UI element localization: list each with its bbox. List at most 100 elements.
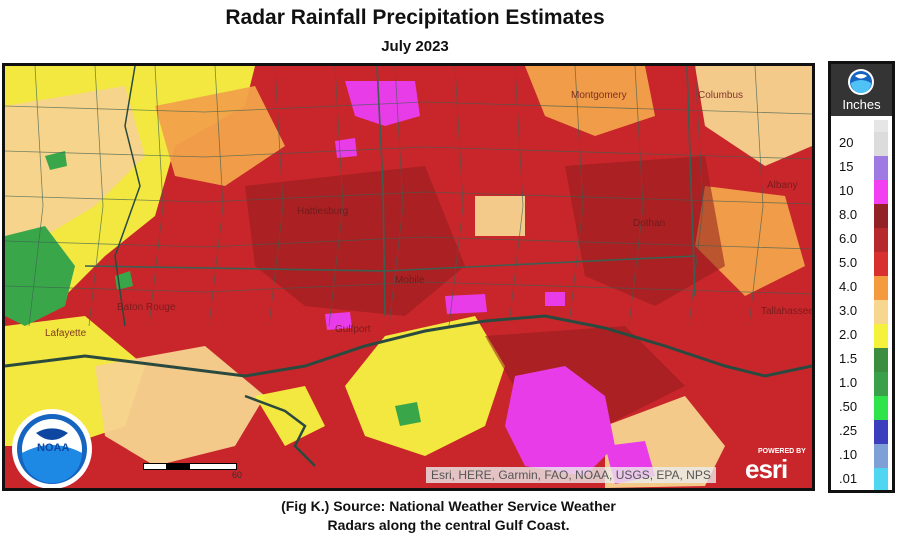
city-label: Columbus: [698, 90, 744, 101]
legend-label: 15: [839, 159, 854, 174]
city-label: Mobile: [395, 275, 425, 286]
county-border: [148, 66, 164, 327]
map-attribution: Esri, HERE, Garmin, FAO, NOAA, USGS, EPA…: [426, 467, 716, 483]
figure-caption: (Fig K.) Source: National Weather Servic…: [0, 497, 897, 535]
rain-area-magenta: [335, 138, 357, 158]
mississippi-river: [114, 66, 141, 327]
page-subtitle: July 2023: [381, 38, 449, 55]
legend-swatch: [874, 228, 888, 252]
county-border: [5, 146, 812, 160]
city-label: Gulfport: [335, 324, 371, 335]
rain-area-peach: [95, 346, 265, 466]
rainfall-map-canvas: [5, 66, 812, 488]
county-border: [208, 66, 224, 327]
county-border: [268, 66, 284, 327]
legend-label: 8.0: [839, 207, 858, 222]
legend-swatch: [874, 132, 888, 156]
legend-swatch: [874, 252, 888, 276]
legend-swatch: [874, 372, 888, 396]
page-title: Radar Rainfall Precipitation Estimates: [225, 6, 605, 29]
legend-swatch: [874, 420, 888, 444]
legend-label: 1.0: [839, 375, 858, 390]
legend-label: 10: [839, 183, 854, 198]
city-label: Dothan: [633, 218, 666, 229]
legend-swatch: [874, 348, 888, 372]
city-label: Baton Rouge: [117, 302, 176, 313]
noaa-logo-text: NOAA: [37, 442, 70, 454]
rainfall-map[interactable]: Montgomery Columbus Albany Hattiesburg D…: [2, 63, 815, 491]
rain-area-dark-red: [565, 156, 725, 306]
esri-powered-by: POWERED BY: [758, 448, 806, 455]
legend-swatch: [874, 204, 888, 228]
rain-area-magenta: [505, 366, 615, 476]
county-border: [388, 66, 404, 327]
rain-area-peach: [475, 196, 525, 236]
rain-area-magenta: [345, 81, 420, 126]
legend-label: .25: [839, 423, 858, 438]
legend-swatch: [874, 276, 888, 300]
rain-area-yellow: [345, 316, 505, 456]
legend-label: 5.0: [839, 255, 858, 270]
state-border: [686, 66, 696, 297]
rain-area-magenta: [545, 292, 565, 306]
rain-area-magenta: [325, 312, 352, 330]
esri-logo: POWERED BY esri: [740, 446, 810, 486]
esri-wordmark: esri: [745, 454, 788, 484]
county-border: [5, 101, 812, 115]
city-label: Montgomery: [571, 90, 627, 101]
county-border: [448, 66, 464, 327]
legend-label: .50: [839, 399, 858, 414]
legend-swatch: [874, 468, 888, 490]
rain-area-green: [5, 226, 75, 326]
county-border: [28, 66, 44, 327]
legend-swatch: [874, 324, 888, 348]
legend-header: Inches: [831, 64, 892, 116]
county-border: [508, 66, 524, 327]
legend-swatch-bottom: [874, 492, 888, 493]
caption-line-2: Radars along the central Gulf Coast.: [327, 517, 570, 533]
county-border: [628, 66, 644, 327]
city-label: Albany: [767, 180, 798, 191]
noaa-icon: [848, 69, 874, 95]
county-border: [5, 191, 812, 205]
legend-unit: Inches: [842, 97, 881, 112]
legend-label: .01: [839, 471, 858, 486]
rain-area-magenta: [445, 294, 487, 314]
scale-bar: [143, 463, 239, 470]
legend-label: 4.0: [839, 279, 858, 294]
legend-label: 6.0: [839, 231, 858, 246]
rain-area-orange: [155, 86, 285, 186]
rain-area-peach: [5, 86, 145, 246]
legend-label: 20: [839, 135, 854, 150]
legend-label: .10: [839, 447, 858, 462]
state-border: [84, 255, 696, 272]
rain-area-dark-red: [245, 166, 465, 316]
noaa-logo: [12, 409, 92, 488]
rain-area-orange: [695, 186, 805, 296]
legend-swatch: [874, 180, 888, 204]
county-border: [688, 66, 704, 327]
coastline: [5, 314, 812, 378]
city-label: Lafayette: [45, 328, 87, 339]
legend-scale: 20 15 10 8.0 6.0 5.0 4.0 3.0 2.0 1.5 1.0 .50 .25 .10.…: [831, 116, 892, 490]
legend-swatch: [874, 444, 888, 468]
rain-area-green: [45, 151, 67, 170]
state-border: [376, 66, 386, 317]
legend-label: 1.5: [839, 351, 858, 366]
legend-swatch: [874, 300, 888, 324]
legend-swatch-top: [874, 120, 888, 132]
legend-label: 3.0: [839, 303, 858, 318]
precipitation-legend: Inches 20 15 10 8.0 6.0 5.0 4.0 3.0 2.0 1.5 1.0 .50…: [828, 61, 895, 493]
river-delta: [244, 394, 316, 467]
county-border: [88, 66, 104, 327]
county-border: [568, 66, 584, 327]
legend-swatch: [874, 156, 888, 180]
county-border: [5, 236, 812, 250]
rain-area-orange: [525, 66, 655, 136]
caption-line-1: (Fig K.) Source: National Weather Servic…: [281, 498, 616, 514]
legend-swatch: [874, 396, 888, 420]
scale-label: 60: [232, 470, 243, 480]
rain-area-green: [395, 402, 421, 426]
legend-label: 2.0: [839, 327, 858, 342]
city-label: Hattiesburg: [297, 206, 349, 217]
